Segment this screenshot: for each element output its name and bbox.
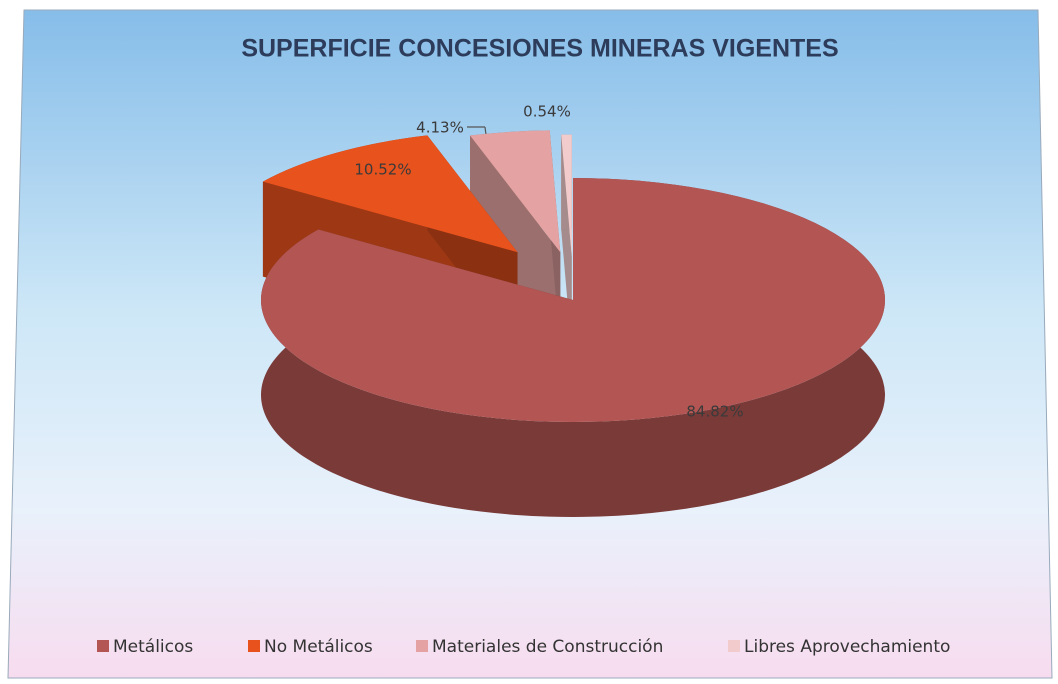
data-label: 84.82% [686,403,743,421]
legend-swatch [416,640,428,652]
legend-swatch [248,640,260,652]
legend-swatch [728,640,740,652]
pie-slice [561,134,572,352]
legend-label: Libres Aprovechamiento [744,637,950,657]
legend-label: Metálicos [113,637,193,657]
legend-swatch [97,640,109,652]
slice-top [470,130,561,253]
slice-top [561,134,572,257]
chart-title: SUPERFICIE CONCESIONES MINERAS VIGENTES [241,35,838,63]
data-label: 4.13% [416,119,464,137]
legend-label: No Metálicos [264,637,373,657]
legend-label: Materiales de Construcción [432,637,663,657]
slice-top [262,135,518,253]
data-label: 0.54% [523,103,571,121]
data-label: 10.52% [354,161,411,179]
slice-top [261,178,885,422]
pie-slice [261,178,886,517]
